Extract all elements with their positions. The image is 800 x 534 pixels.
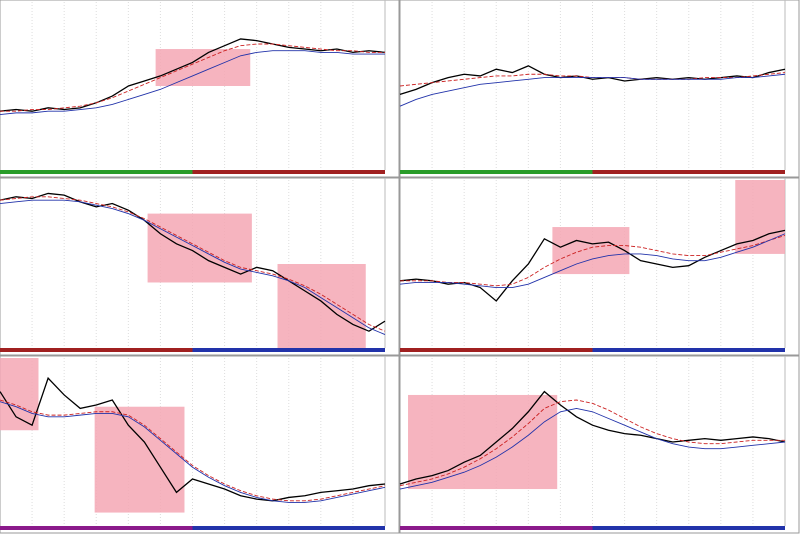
time-strip xyxy=(400,526,593,530)
price-line xyxy=(0,192,386,332)
time-strip xyxy=(0,526,193,530)
time-strip xyxy=(592,348,785,352)
price-line xyxy=(399,407,786,490)
time-strip xyxy=(592,170,785,174)
highlight-box xyxy=(155,49,251,86)
chart-panel xyxy=(399,355,800,534)
price-line xyxy=(399,399,785,487)
time-strip xyxy=(400,348,593,352)
highlight-box xyxy=(277,264,366,348)
price-line xyxy=(0,196,386,332)
price-line xyxy=(399,390,786,485)
highlight-box xyxy=(735,180,785,254)
time-strip xyxy=(400,170,593,174)
price-line xyxy=(0,38,386,112)
panel-background xyxy=(399,0,800,178)
price-line xyxy=(0,199,386,335)
panel-background xyxy=(0,355,400,534)
chart-panel xyxy=(0,177,400,356)
panel-background xyxy=(0,0,400,178)
price-line xyxy=(399,73,786,107)
price-line xyxy=(400,235,786,287)
highlight-box xyxy=(0,358,39,431)
price-line xyxy=(399,229,786,302)
time-strip xyxy=(0,170,193,174)
chart-panel xyxy=(0,355,400,534)
time-strip xyxy=(192,348,385,352)
price-line xyxy=(0,43,385,112)
time-strip xyxy=(0,348,193,352)
time-strip xyxy=(592,526,785,530)
price-line xyxy=(0,399,386,502)
time-strip xyxy=(192,170,385,174)
highlight-box xyxy=(408,394,558,490)
price-line xyxy=(399,233,786,288)
time-strip xyxy=(192,526,385,530)
highlight-box xyxy=(552,227,630,275)
price-line xyxy=(0,401,386,503)
price-line xyxy=(0,50,385,116)
price-line xyxy=(0,376,386,502)
chart-panel xyxy=(399,177,800,356)
chart-panel xyxy=(399,0,800,178)
chart-panel xyxy=(0,0,400,178)
